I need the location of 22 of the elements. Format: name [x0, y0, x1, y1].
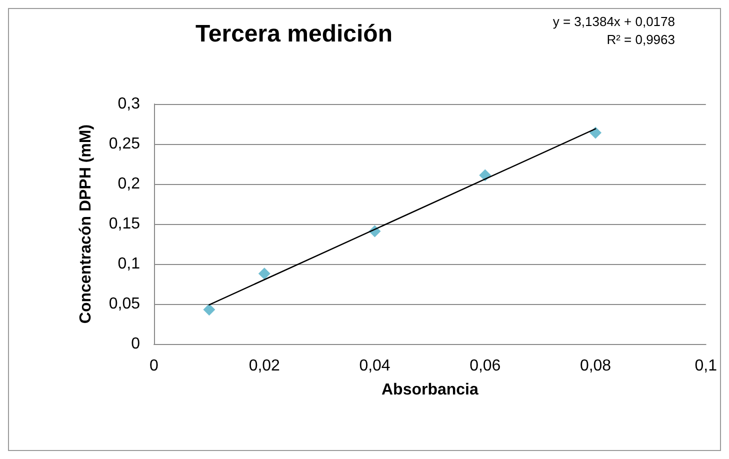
y-tick-label: 0,25	[108, 136, 140, 152]
y-tick-label: 0,15	[108, 216, 140, 232]
y-tick-label: 0,2	[118, 176, 140, 192]
y-axis-title: Concentracón DPPH (mM)	[78, 124, 94, 324]
x-tick-label: 0	[150, 358, 159, 374]
x-tick-label: 0,02	[248, 358, 280, 374]
text: y = 3,1384x + 0,0178	[552, 14, 675, 29]
y-tick-label: 0,05	[108, 296, 140, 312]
x-tick-label: 0,04	[359, 358, 390, 374]
y-tick-label: 0	[131, 336, 140, 352]
point	[479, 169, 492, 182]
chart-title: Tercera medición	[196, 20, 392, 48]
y-tick-label: 0,1	[118, 256, 140, 272]
x-tick-label: 0,06	[470, 358, 501, 374]
point	[258, 268, 270, 280]
x-tick-label: 0,1	[694, 358, 718, 374]
x-axis-title: Absorbancia	[381, 382, 478, 398]
text: R² = 0,9963	[606, 32, 676, 47]
y-tick-label: 0,3	[118, 96, 140, 112]
x-tick-label: 0,08	[580, 358, 612, 374]
point	[203, 304, 216, 316]
point	[590, 126, 602, 139]
